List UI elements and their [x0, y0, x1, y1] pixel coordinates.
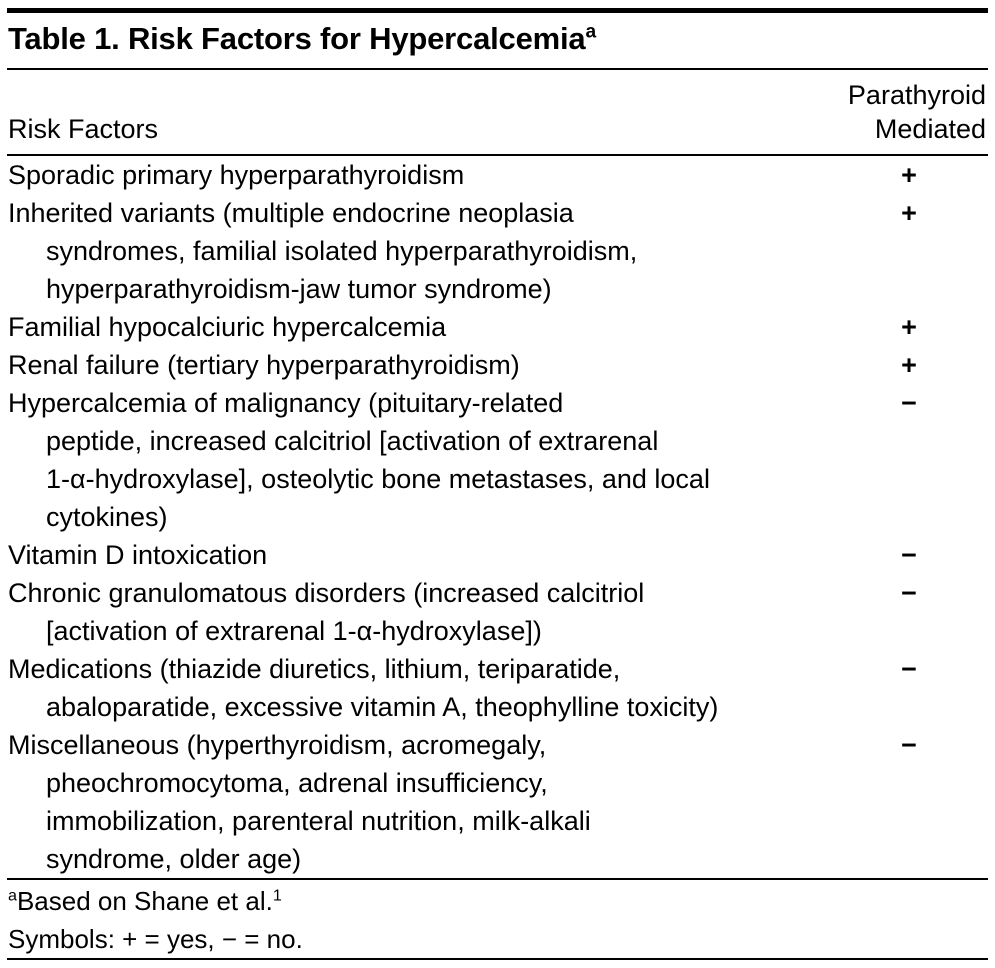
risk-factor-line: pheochromocytoma, adrenal insufficiency, — [46, 768, 548, 798]
header-rule — [7, 154, 988, 156]
risk-factor-line: Vitamin D intoxication — [8, 540, 268, 570]
parathyroid-mediated-cell: − — [901, 388, 917, 418]
risk-factor-cell: Miscellaneous (hyperthyroidism, acromega… — [7, 726, 830, 878]
table-title-text: Table 1. Risk Factors for Hypercalcemia — [8, 21, 586, 56]
risk-factor-line: immobilization, parenteral nutrition, mi… — [46, 806, 591, 836]
table-body: Sporadic primary hyperparathyroidism + I… — [7, 156, 988, 878]
risk-factor-line: [activation of extrarenal 1-α-hydroxylas… — [46, 616, 542, 646]
parathyroid-mediated-cell: − — [901, 578, 917, 608]
risk-factor-cell: Inherited variants (multiple endocrine n… — [7, 194, 830, 308]
risk-factor-line: Familial hypocalciuric hypercalcemia — [8, 312, 447, 342]
risk-factor-line: peptide, increased calcitriol [activatio… — [46, 426, 659, 456]
risk-factor-cell: Familial hypocalciuric hypercalcemia — [7, 308, 830, 346]
risk-factor-line: abaloparatide, excessive vitamin A, theo… — [46, 692, 719, 722]
parathyroid-mediated-cell: + — [901, 350, 917, 380]
parathyroid-mediated-cell: + — [901, 198, 917, 228]
table-footnotes: aBased on Shane et al.1 Symbols: + = yes… — [7, 880, 988, 958]
parathyroid-mediated-cell: + — [901, 312, 917, 342]
risk-factor-line: 1-α-hydroxylase], osteolytic bone metast… — [46, 464, 710, 494]
risk-factor-line: syndrome, older age) — [46, 844, 302, 874]
parathyroid-mediated-cell: − — [901, 540, 917, 570]
title-rule — [7, 68, 988, 70]
top-rule — [7, 8, 988, 13]
risk-factor-line: Inherited variants (multiple endocrine n… — [8, 198, 574, 228]
table-row: Chronic granulomatous disorders (increas… — [7, 574, 988, 650]
table-row: Sporadic primary hyperparathyroidism + — [7, 156, 988, 194]
table-row: Renal failure (tertiary hyperparathyroid… — [7, 346, 988, 384]
parathyroid-mediated-cell: + — [901, 160, 917, 190]
risk-factor-line: Renal failure (tertiary hyperparathyroid… — [8, 350, 520, 380]
table-row: Miscellaneous (hyperthyroidism, acromega… — [7, 726, 988, 878]
footnote-a-reference: 1 — [272, 886, 282, 905]
risk-factor-line: Chronic granulomatous disorders (increas… — [8, 578, 645, 608]
footnote-a-marker: a — [8, 886, 17, 905]
table-row: Medications (thiazide diuretics, lithium… — [7, 650, 988, 726]
table-title-footnote-marker: a — [585, 21, 596, 43]
risk-factor-line: Medications (thiazide diuretics, lithium… — [8, 654, 621, 684]
risk-factor-cell: Medications (thiazide diuretics, lithium… — [7, 650, 830, 726]
footnote-a: aBased on Shane et al.1 — [8, 882, 988, 920]
column-header-parathyroid-mediated: Parathyroid Mediated — [830, 78, 988, 146]
risk-factor-line: Hypercalcemia of malignancy (pituitary-r… — [8, 388, 564, 418]
risk-factor-line: cytokines) — [46, 502, 168, 532]
table-header: Risk Factors Parathyroid Mediated — [7, 70, 988, 154]
table-row: Inherited variants (multiple endocrine n… — [7, 194, 988, 308]
risk-factor-line: Miscellaneous (hyperthyroidism, acromega… — [8, 730, 547, 760]
bottom-rule — [7, 958, 988, 960]
risk-factor-cell: Chronic granulomatous disorders (increas… — [7, 574, 830, 650]
table-row: Familial hypocalciuric hypercalcemia + — [7, 308, 988, 346]
risk-factor-line: Sporadic primary hyperparathyroidism — [8, 160, 465, 190]
risk-factor-cell: Renal failure (tertiary hyperparathyroid… — [7, 346, 830, 384]
risk-factor-cell: Hypercalcemia of malignancy (pituitary-r… — [7, 384, 830, 536]
footnote-rule — [7, 878, 988, 880]
risk-factor-line: syndromes, familial isolated hyperparath… — [46, 236, 638, 266]
parathyroid-mediated-cell: − — [901, 654, 917, 684]
footnote-a-text: Based on Shane et al. — [16, 886, 273, 916]
table-row: Hypercalcemia of malignancy (pituitary-r… — [7, 384, 988, 536]
column-header-line-1: Parathyroid — [847, 80, 986, 110]
risk-factor-line: hyperparathyroidism-jaw tumor syndrome) — [46, 274, 552, 304]
risk-factor-cell: Sporadic primary hyperparathyroidism — [7, 156, 830, 194]
column-header-risk-factors: Risk Factors — [8, 114, 159, 144]
footnote-symbols: Symbols: + = yes, − = no. — [8, 924, 303, 954]
column-header-line-2: Mediated — [874, 114, 986, 144]
table-row: Vitamin D intoxication − — [7, 536, 988, 574]
table-title: Table 1. Risk Factors for Hypercalcemiaa — [7, 13, 988, 68]
parathyroid-mediated-cell: − — [901, 730, 917, 760]
risk-factor-cell: Vitamin D intoxication — [7, 536, 830, 574]
